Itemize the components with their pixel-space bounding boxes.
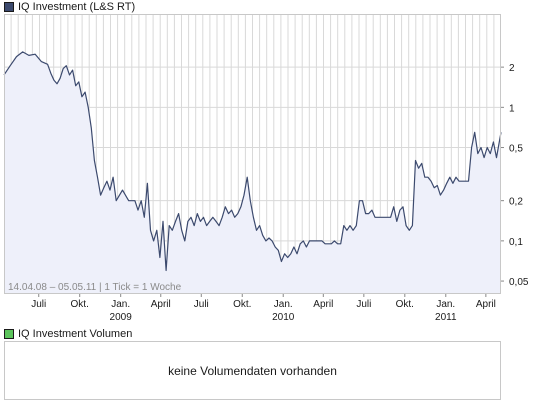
x-tick-label: Juli (194, 299, 209, 310)
series-area (4, 51, 501, 295)
x-tick-label: April (151, 299, 171, 310)
x-tick-label: Jan. (111, 299, 130, 310)
volume-panel: keine Volumendaten vorhanden (4, 341, 501, 400)
x-tick-label: April (313, 299, 333, 310)
y-tick-label: 1 (509, 103, 515, 114)
x-tick-label: Okt. (396, 299, 414, 310)
date-range-label: 14.04.08 – 05.05.11 | 1 Tick = 1 Woche (8, 282, 182, 293)
x-year-label: 2010 (272, 312, 295, 323)
price-legend-label: IQ Investment (L&S RT) (18, 1, 136, 13)
price-chart: 2 1 0,5 0,2 0,1 0,05 Juli Okt. Jan. 2009 April Juli… (3, 14, 529, 323)
x-tick-label: Jan. (274, 299, 293, 310)
volume-legend: IQ Investment Volumen (4, 328, 132, 340)
volume-legend-swatch (4, 329, 14, 339)
series-line (3, 51, 502, 272)
x-tick-label: Juli (356, 299, 371, 310)
y-tick-label: 0,2 (509, 197, 523, 208)
x-tick-label: Okt. (71, 299, 89, 310)
volume-empty-message: keine Volumendaten vorhanden (168, 363, 337, 378)
y-tick-label: 0,5 (509, 144, 523, 155)
x-year-label: 2009 (110, 312, 133, 323)
price-legend-swatch (4, 2, 14, 12)
x-tick-label: Okt. (233, 299, 251, 310)
x-tick-label: Jan. (436, 299, 455, 310)
plot-frame (4, 14, 501, 294)
x-tick-label: Juli (31, 299, 46, 310)
y-tick-label: 2 (509, 63, 515, 74)
volume-legend-label: IQ Investment Volumen (18, 328, 133, 340)
y-tick-label: 0,05 (509, 277, 529, 288)
y-tick-label: 0,1 (509, 237, 523, 248)
price-legend: IQ Investment (L&S RT) (4, 1, 135, 13)
x-tick-label: April (476, 299, 496, 310)
x-year-label: 2011 (435, 312, 457, 323)
